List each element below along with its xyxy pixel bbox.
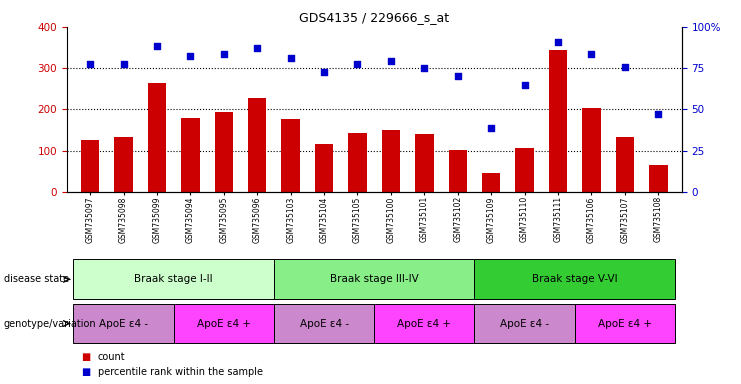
Point: [652, 111, 664, 117]
Bar: [274, 260, 474, 299]
Text: ApoE ε4 +: ApoE ε4 +: [598, 318, 652, 329]
Text: ApoE ε4 -: ApoE ε4 -: [99, 318, 148, 329]
Text: ApoE ε4 +: ApoE ε4 +: [197, 318, 250, 329]
Bar: [181, 118, 199, 192]
Text: genotype/variation: genotype/variation: [4, 318, 96, 329]
Text: percentile rank within the sample: percentile rank within the sample: [98, 367, 263, 377]
Bar: [474, 260, 675, 299]
Bar: [348, 133, 367, 192]
Point: [385, 58, 397, 64]
Point: [285, 55, 296, 61]
Bar: [448, 150, 467, 192]
Bar: [616, 137, 634, 192]
Point: [151, 43, 163, 49]
Text: count: count: [98, 352, 125, 362]
Text: ■: ■: [82, 352, 90, 362]
Point: [452, 73, 464, 79]
Text: Braak stage V-VI: Braak stage V-VI: [532, 274, 617, 285]
Point: [552, 39, 564, 45]
Point: [419, 65, 431, 71]
Title: GDS4135 / 229666_s_at: GDS4135 / 229666_s_at: [299, 11, 449, 24]
Text: Braak stage III-IV: Braak stage III-IV: [330, 274, 419, 285]
Bar: [549, 50, 568, 192]
Bar: [482, 172, 500, 192]
Point: [185, 53, 196, 59]
Bar: [649, 165, 668, 192]
Text: ■: ■: [82, 367, 90, 377]
Text: Braak stage I-II: Braak stage I-II: [134, 274, 213, 285]
Text: ApoE ε4 -: ApoE ε4 -: [299, 318, 348, 329]
Bar: [248, 98, 267, 192]
Bar: [147, 83, 166, 192]
Point: [519, 83, 531, 89]
Bar: [282, 119, 300, 192]
Point: [84, 61, 96, 67]
Bar: [73, 304, 173, 343]
Point: [485, 125, 497, 131]
Point: [251, 45, 263, 51]
Bar: [215, 112, 233, 192]
Point: [585, 51, 597, 58]
Point: [619, 64, 631, 70]
Bar: [374, 304, 474, 343]
Bar: [315, 144, 333, 192]
Bar: [114, 137, 133, 192]
Bar: [415, 134, 433, 192]
Bar: [582, 108, 601, 192]
Bar: [81, 141, 99, 192]
Bar: [474, 304, 575, 343]
Text: ApoE ε4 +: ApoE ε4 +: [397, 318, 451, 329]
Point: [318, 69, 330, 75]
Bar: [173, 304, 274, 343]
Bar: [516, 148, 534, 192]
Bar: [575, 304, 675, 343]
Point: [351, 61, 363, 67]
Text: disease state: disease state: [4, 274, 69, 285]
Bar: [274, 304, 374, 343]
Point: [118, 61, 130, 67]
Point: [218, 51, 230, 58]
Bar: [73, 260, 274, 299]
Bar: [382, 131, 400, 192]
Text: ApoE ε4 -: ApoE ε4 -: [500, 318, 549, 329]
